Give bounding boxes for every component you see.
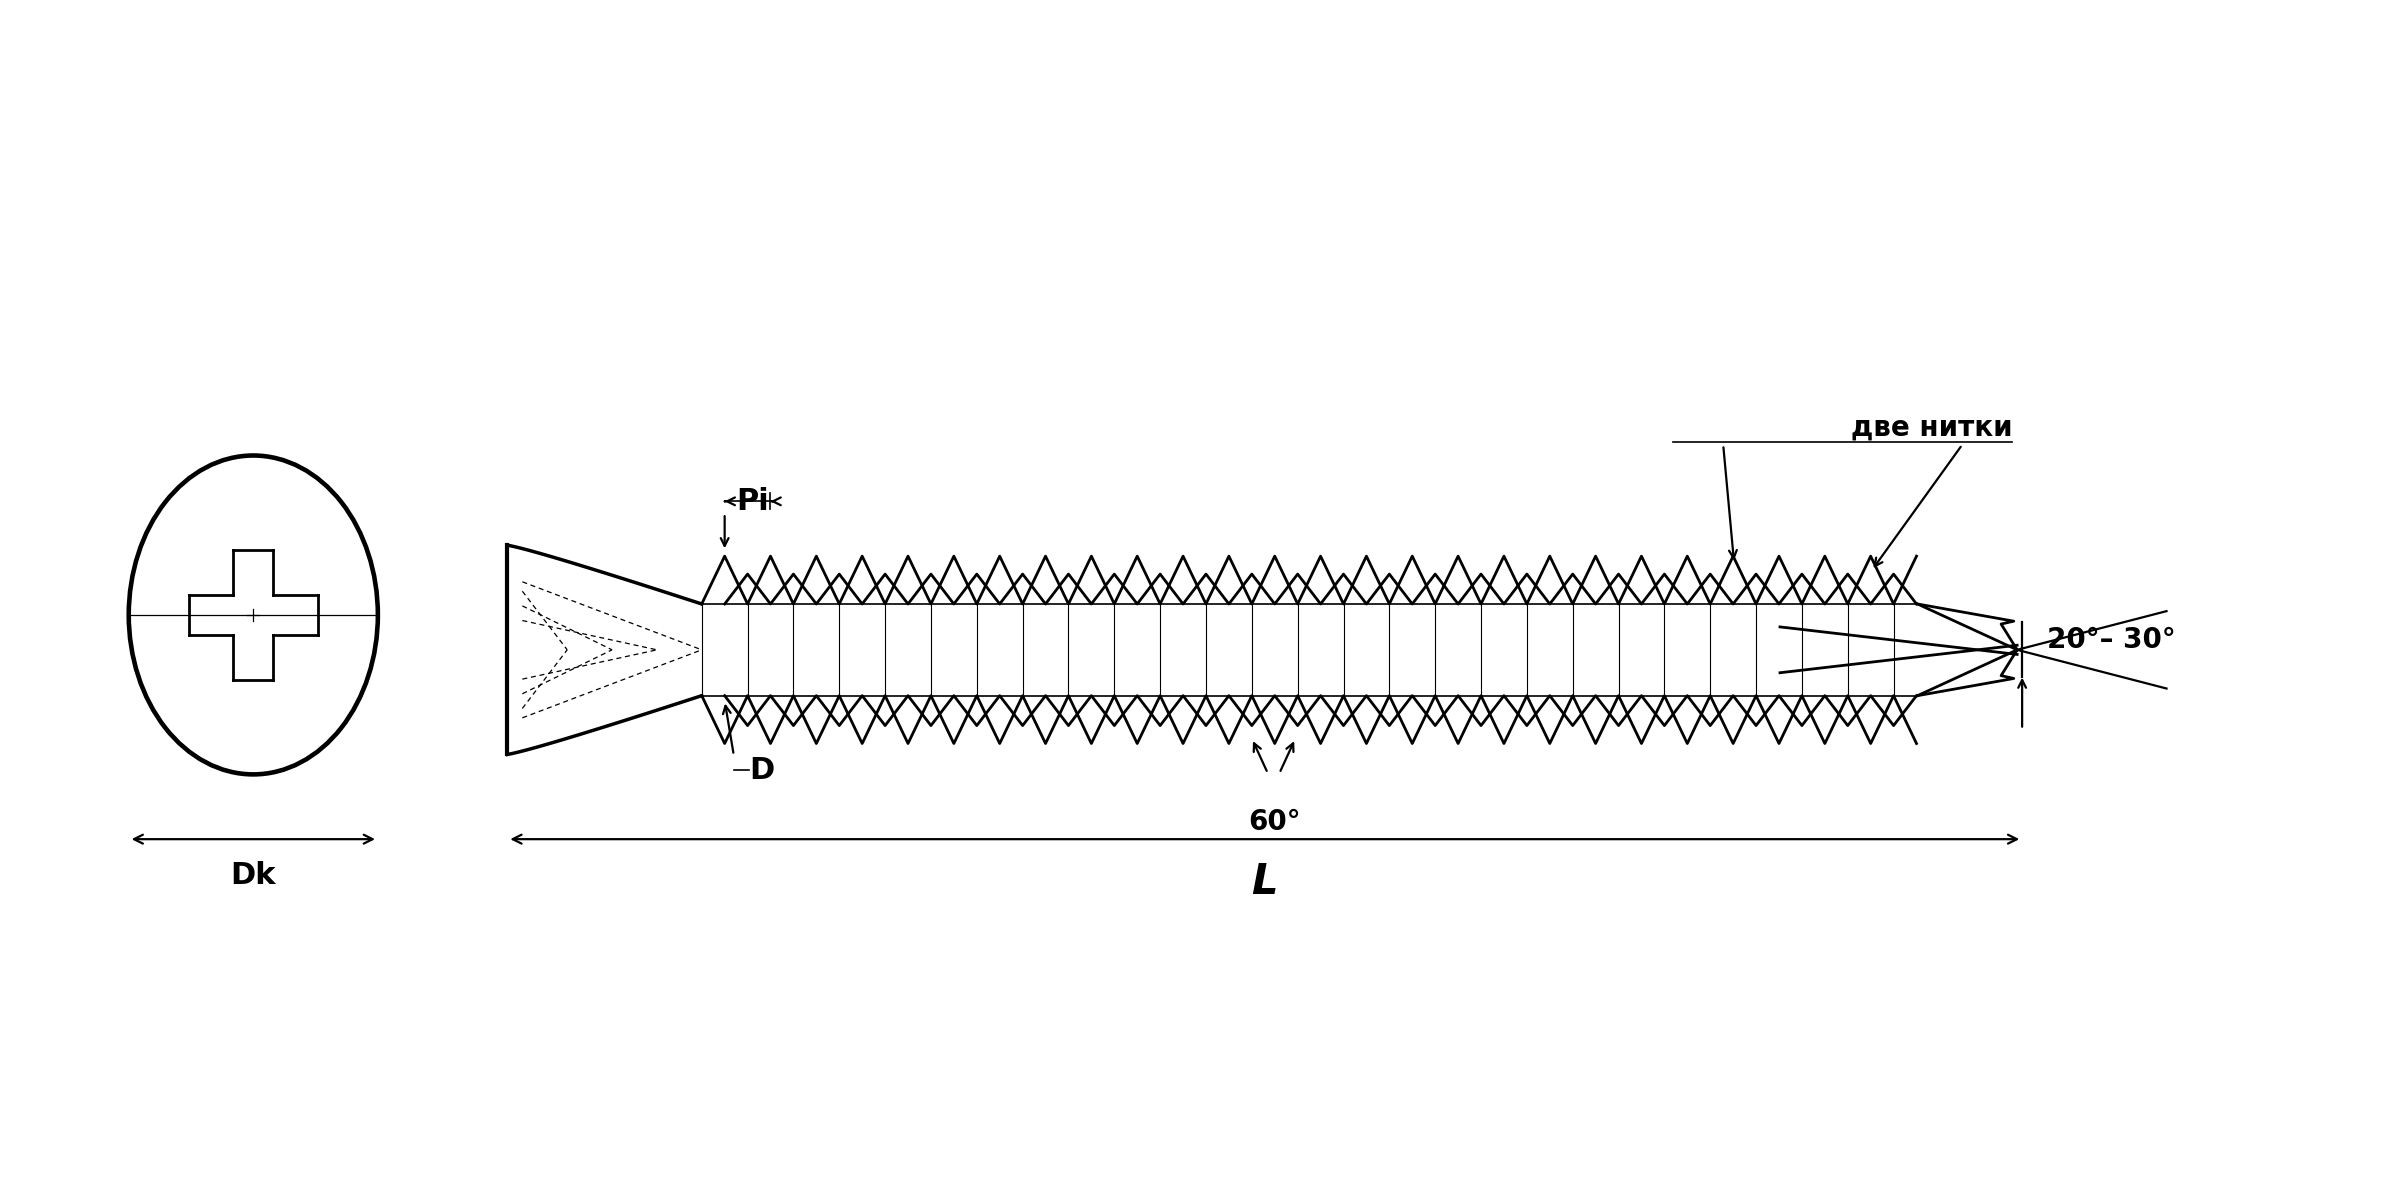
- Text: Dk: Dk: [230, 862, 276, 890]
- Text: L: L: [1250, 862, 1279, 904]
- Text: 60°: 60°: [1248, 809, 1301, 836]
- Text: D: D: [749, 756, 775, 785]
- Text: 20°– 30°: 20°– 30°: [2047, 626, 2177, 654]
- Text: Pi: Pi: [737, 487, 768, 516]
- Text: две нитки: две нитки: [1850, 414, 2011, 442]
